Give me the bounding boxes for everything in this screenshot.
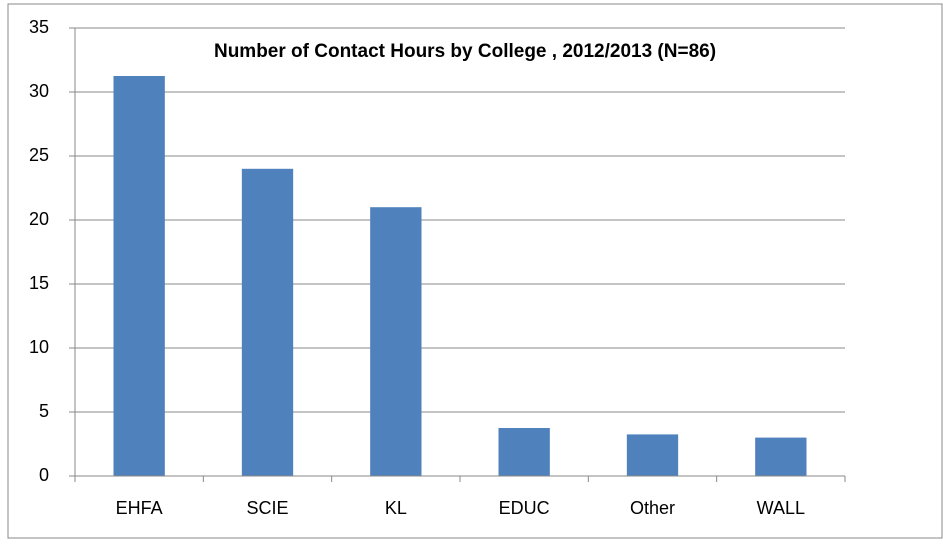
y-tick-label: 20 bbox=[29, 209, 49, 229]
bar bbox=[498, 428, 550, 476]
y-tick-label: 30 bbox=[29, 81, 49, 101]
y-tick-label: 10 bbox=[29, 337, 49, 357]
x-tick-label: WALL bbox=[757, 498, 805, 518]
chart-title: Number of Contact Hours by College , 201… bbox=[214, 41, 716, 62]
y-tick-label: 25 bbox=[29, 145, 49, 165]
bar bbox=[626, 434, 679, 476]
y-tick-label: 35 bbox=[29, 17, 49, 37]
x-tick-label: Other bbox=[630, 498, 675, 518]
bar bbox=[241, 168, 294, 477]
x-tick-label: KL bbox=[385, 498, 407, 518]
y-tick-label: 15 bbox=[29, 273, 49, 293]
bar bbox=[755, 437, 807, 476]
y-tick-label: 5 bbox=[39, 401, 49, 421]
bar bbox=[113, 76, 165, 476]
bar bbox=[370, 207, 422, 476]
y-tick-label: 0 bbox=[39, 465, 49, 485]
x-tick-label: EDUC bbox=[499, 498, 550, 518]
x-tick-label: EHFA bbox=[116, 498, 163, 518]
x-tick-label: SCIE bbox=[246, 498, 288, 518]
